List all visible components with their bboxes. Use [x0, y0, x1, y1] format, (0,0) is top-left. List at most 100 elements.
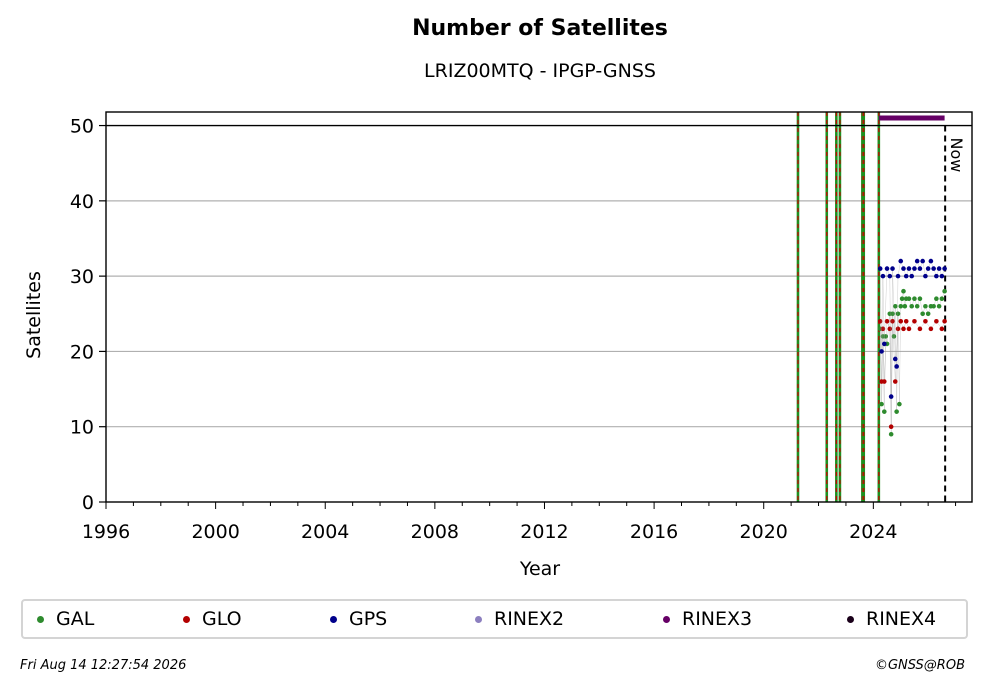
- legend-marker: [475, 615, 482, 623]
- point-gal: [931, 303, 936, 309]
- point-glo: [901, 326, 906, 332]
- point-gal: [920, 311, 925, 317]
- legend-marker: [847, 615, 854, 623]
- axes-frame: [105, 111, 973, 503]
- legend-item-glo: GLO: [183, 601, 242, 637]
- point-gal: [901, 288, 906, 294]
- point-gps: [923, 273, 928, 279]
- x-tick-label: 2004: [301, 521, 349, 543]
- y-tick-label: 30: [70, 266, 94, 288]
- point-gal: [939, 296, 945, 302]
- point-gal: [917, 296, 923, 302]
- point-glo: [898, 319, 904, 324]
- point-glo: [939, 326, 945, 332]
- point-gal: [895, 311, 901, 317]
- point-gps: [912, 266, 917, 271]
- point-gal: [942, 288, 947, 294]
- point-gal: [894, 409, 899, 414]
- y-tick-label: 50: [70, 116, 94, 138]
- y-tick-label: 0: [82, 492, 94, 514]
- point-gps: [890, 266, 895, 271]
- axes-layer: 0 10 20 30 40 50 1996 2000 2004 2008 2012 2016 2020 2…: [70, 111, 973, 543]
- point-gps: [931, 266, 936, 271]
- x-tick-label: 2016: [630, 521, 678, 543]
- legend-label: GAL: [56, 608, 95, 630]
- point-gal: [898, 303, 904, 309]
- point-gal: [888, 431, 894, 437]
- point-gps: [898, 258, 904, 264]
- point-gal: [914, 303, 920, 309]
- point-gps: [892, 356, 898, 362]
- point-glo: [903, 319, 909, 324]
- point-gps: [928, 258, 934, 264]
- point-gps: [914, 258, 920, 264]
- legend-label: RINEX3: [682, 608, 753, 630]
- legend-marker: [183, 615, 190, 623]
- point-glo: [928, 326, 934, 332]
- x-tick-label: 2024: [849, 521, 897, 543]
- x-tick-label: 2012: [520, 521, 568, 543]
- point-gps: [906, 266, 912, 271]
- legend-item-rinex2: RINEX2: [475, 601, 564, 637]
- now-label: Now: [947, 138, 966, 173]
- reference-lines: [106, 124, 972, 502]
- point-gps: [909, 273, 915, 279]
- series-line-glo: [880, 320, 945, 427]
- legend-label: RINEX4: [866, 608, 937, 630]
- chart-subtitle: LRIZ00MTQ - IPGP-GNSS: [424, 60, 656, 82]
- y-tick-label: 10: [70, 417, 94, 439]
- point-glo: [877, 319, 883, 324]
- point-glo: [934, 319, 939, 324]
- point-gal: [906, 296, 912, 302]
- point-gal: [923, 303, 928, 309]
- point-glo: [912, 319, 917, 324]
- point-gps: [894, 364, 899, 369]
- legend-marker: [663, 615, 670, 623]
- point-gps: [925, 266, 931, 271]
- point-glo: [906, 326, 912, 332]
- chart-title: Number of Satellites: [412, 16, 668, 41]
- point-gal: [892, 303, 898, 309]
- event-lines: [796, 112, 881, 502]
- point-gal: [891, 334, 897, 339]
- series-line-gps: [880, 260, 945, 397]
- footer-date: Fri Aug 14 12:27:54 2026: [20, 658, 187, 673]
- point-gps: [888, 394, 894, 399]
- point-glo: [888, 424, 894, 430]
- legend: GAL GLO GPS RINEX2 RINEX3 RINEX4: [21, 599, 968, 639]
- x-tick-label: 2020: [740, 521, 788, 543]
- point-gps: [879, 349, 884, 354]
- point-gps: [936, 266, 942, 271]
- point-glo: [890, 319, 895, 324]
- legend-item-rinex4: RINEX4: [847, 601, 936, 637]
- point-glo: [917, 326, 923, 332]
- point-glo: [882, 379, 887, 384]
- point-glo: [892, 379, 898, 384]
- point-gal: [909, 303, 915, 309]
- legend-marker: [37, 615, 44, 623]
- grid-layer: [106, 200, 972, 428]
- y-axis-label: Satellites: [23, 271, 45, 359]
- legend-label: GPS: [349, 608, 388, 630]
- point-gps: [887, 273, 893, 279]
- point-gps: [939, 273, 945, 279]
- point-gps: [895, 273, 901, 279]
- point-gps: [877, 266, 883, 271]
- point-gps: [901, 266, 906, 271]
- point-gal: [899, 296, 905, 302]
- x-tick-label: 2008: [411, 521, 459, 543]
- point-gal: [882, 409, 887, 414]
- x-axis-label: Year: [519, 558, 560, 580]
- point-gal: [934, 296, 939, 302]
- plot-area: 0 10 20 30 40 50 1996 2000 2004 2008 2012 2016 2020 2…: [23, 111, 973, 580]
- point-gps: [920, 258, 925, 264]
- legend-label: RINEX2: [494, 608, 565, 630]
- x-tick-label: 1996: [82, 521, 130, 543]
- point-gps: [942, 266, 947, 271]
- footer-credit: ©GNSS@ROB: [874, 658, 965, 673]
- x-tick-label: 2000: [191, 521, 239, 543]
- point-gal: [879, 401, 884, 407]
- point-gps: [884, 266, 890, 271]
- legend-item-rinex3: RINEX3: [663, 601, 752, 637]
